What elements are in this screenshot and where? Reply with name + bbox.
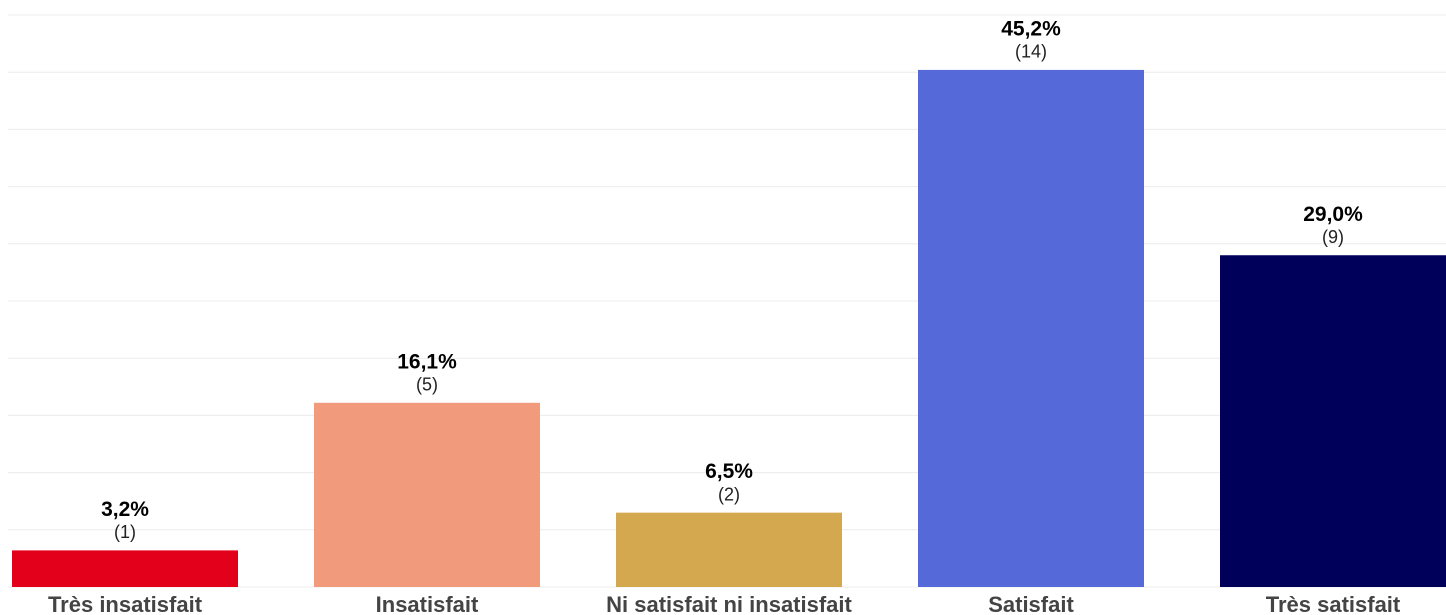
x-tick-label: Très satisfait [1266, 592, 1401, 615]
x-tick-label: Satisfait [988, 592, 1074, 615]
x-tick-label: Ni satisfait ni insatisfait [606, 592, 852, 615]
bar [314, 402, 540, 587]
count-label: (9) [1322, 227, 1344, 247]
x-tick-label: Très insatisfait [48, 592, 203, 615]
value-label: 3,2% [101, 498, 149, 521]
bar [1220, 255, 1446, 588]
value-label: 6,5% [705, 460, 753, 483]
value-label: 16,1% [397, 350, 457, 373]
count-label: (14) [1015, 42, 1047, 62]
value-label: 29,0% [1303, 203, 1363, 226]
x-tick-label: Insatisfait [376, 592, 479, 615]
bar [918, 69, 1144, 588]
count-label: (2) [718, 484, 740, 504]
count-label: (1) [114, 522, 136, 542]
bar [616, 512, 842, 587]
bar [12, 550, 238, 587]
value-label: 45,2% [1001, 17, 1061, 40]
count-label: (5) [416, 375, 438, 395]
